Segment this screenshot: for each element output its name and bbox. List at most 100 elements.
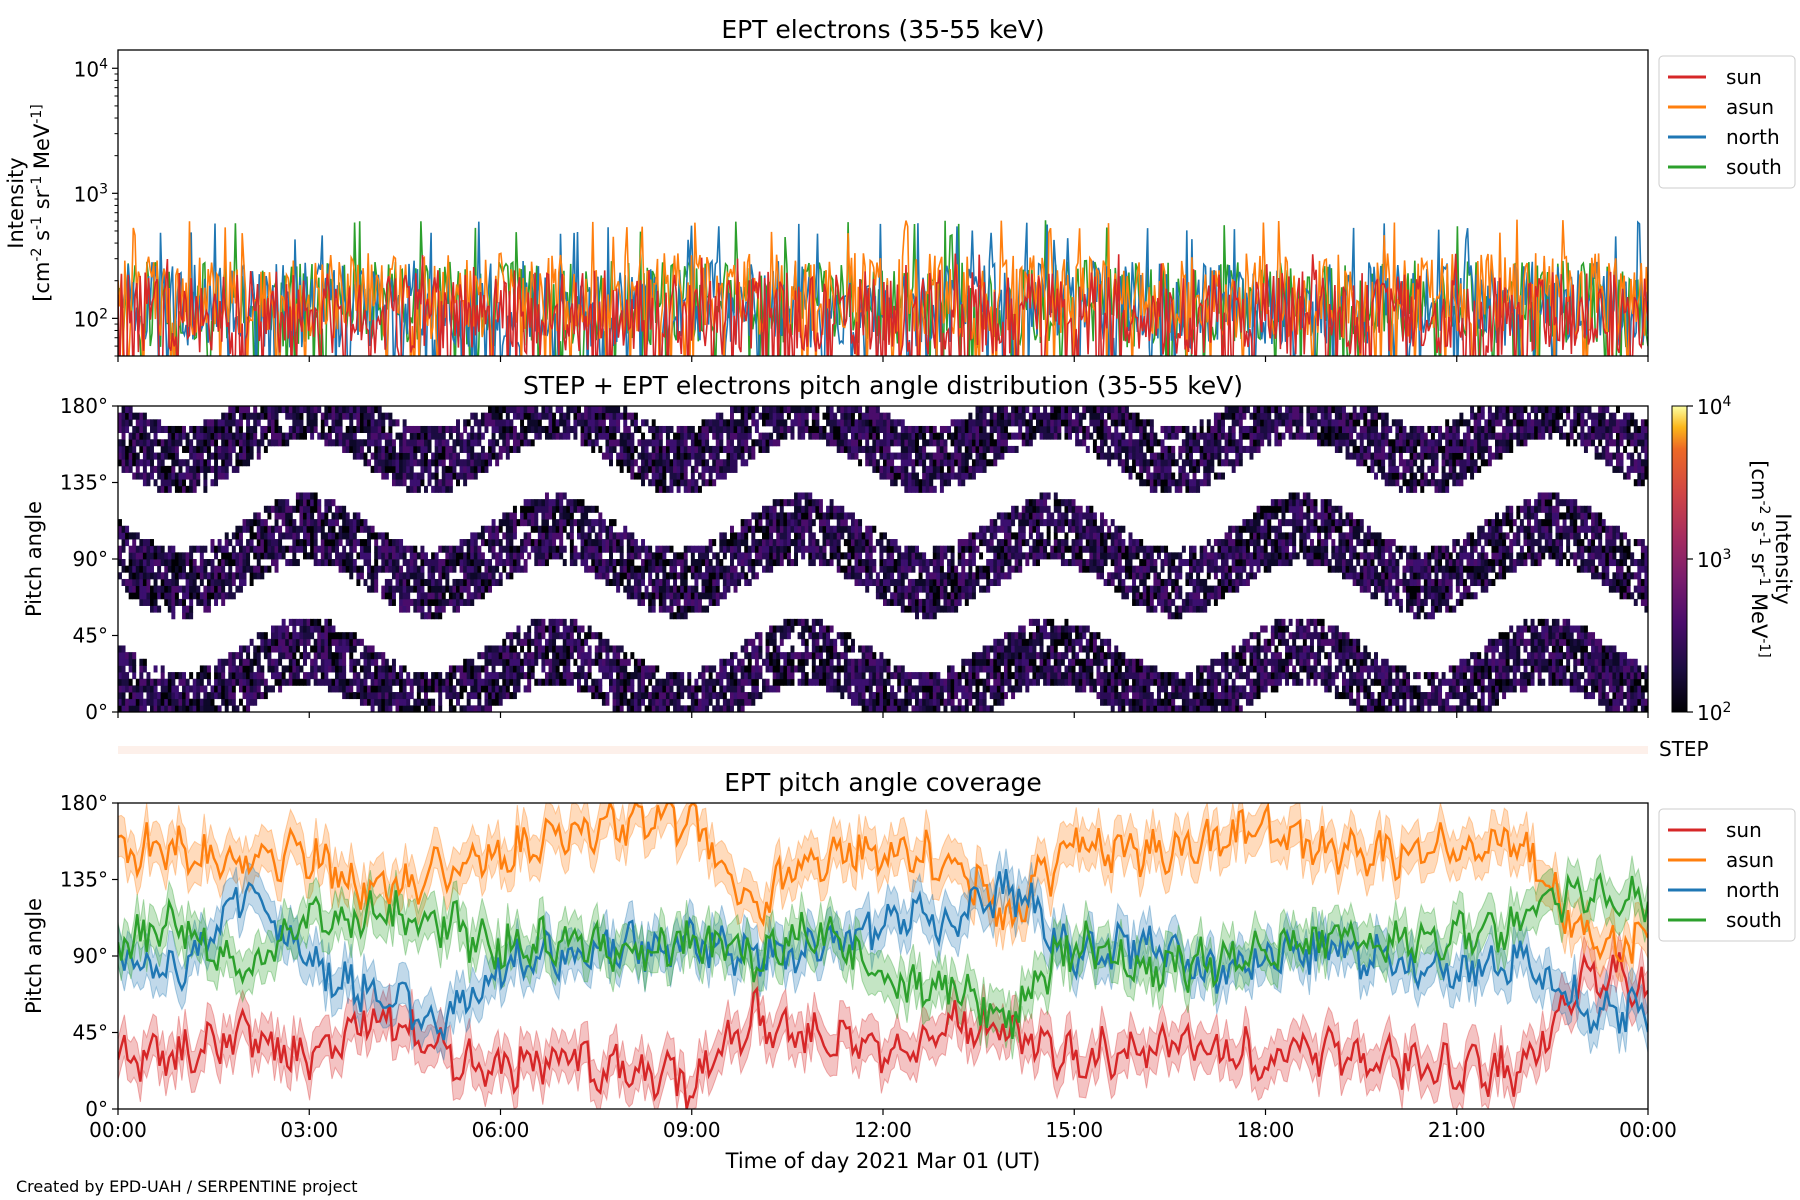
heatmap-cell — [861, 539, 866, 547]
heatmap-cell — [648, 672, 653, 680]
heatmap-cell — [352, 565, 357, 573]
heatmap-cell — [438, 705, 443, 712]
heatmap-cell — [235, 532, 240, 540]
heatmap-cell — [427, 685, 432, 693]
heatmap-cell — [598, 545, 603, 553]
heatmap-cell — [818, 652, 823, 660]
heatmap-cell — [516, 625, 521, 633]
heatmap-cell — [626, 412, 631, 420]
heatmap-cell — [402, 585, 407, 593]
heatmap-cell — [118, 419, 122, 427]
heatmap-cell — [153, 439, 158, 447]
heatmap-cell — [406, 439, 411, 447]
heatmap-cell — [391, 479, 396, 487]
heatmap-cell — [854, 406, 859, 414]
heatmap-cell — [303, 632, 307, 640]
heatmap-cell — [438, 479, 443, 487]
heatmap-cell — [512, 439, 517, 447]
heatmap-cell — [267, 412, 272, 420]
heatmap-cell — [505, 678, 510, 686]
heatmap-cell — [356, 539, 361, 547]
heatmap-cell — [324, 539, 329, 547]
heatmap-cell — [231, 552, 236, 560]
heatmap-cell — [633, 572, 638, 580]
heatmap-cell — [769, 439, 774, 447]
heatmap-cell — [651, 459, 656, 467]
heatmap-cell — [263, 565, 268, 573]
heatmap-cell — [541, 678, 546, 686]
heatmap-cell — [534, 645, 539, 653]
heatmap-cell — [288, 672, 293, 680]
heatmap-cell — [850, 698, 855, 706]
heatmap-cell — [655, 705, 660, 712]
heatmap-cell — [747, 692, 752, 700]
heatmap-cell — [815, 645, 820, 653]
heatmap-cell — [658, 585, 663, 593]
heatmap-cell — [655, 578, 660, 587]
heatmap-cell — [584, 559, 589, 567]
heatmap-cell — [833, 432, 838, 440]
heatmap-cell — [530, 499, 535, 507]
heatmap-cell — [783, 545, 788, 553]
heatmap-cell — [566, 432, 571, 440]
heatmap-cell — [317, 406, 322, 414]
heatmap-cell — [295, 539, 300, 547]
heatmap-cell — [829, 545, 834, 553]
heatmap-cell — [495, 425, 500, 434]
heatmap-cell — [174, 572, 179, 580]
heatmap-cell — [875, 572, 880, 580]
heatmap-cell — [199, 459, 204, 467]
heatmap-cell — [260, 665, 265, 673]
heatmap-cell — [178, 585, 183, 593]
heatmap-cell — [737, 532, 742, 540]
heatmap-cell — [690, 598, 695, 606]
heatmap-cell — [384, 439, 389, 447]
heatmap-cell — [182, 559, 187, 567]
heatmap-cell — [420, 572, 425, 580]
heatmap-cell — [633, 419, 638, 427]
heatmap-cell — [850, 645, 855, 653]
heatmap-cell — [413, 479, 418, 487]
heatmap-cell — [384, 539, 389, 547]
heatmap-cell — [893, 705, 898, 712]
heatmap-cell — [146, 452, 151, 460]
heatmap-cell — [132, 532, 137, 540]
heatmap-cell — [719, 672, 724, 680]
heatmap-cell — [463, 419, 468, 427]
heatmap-cell — [142, 439, 147, 447]
heatmap-cell — [569, 425, 574, 434]
heatmap-cell — [150, 419, 154, 427]
heatmap-cell — [491, 692, 496, 700]
heatmap-cell — [271, 419, 275, 427]
heatmap-cell — [192, 578, 197, 587]
heatmap-cell — [256, 539, 261, 547]
heatmap-cell — [548, 645, 553, 653]
heatmap-cell — [377, 465, 382, 473]
heatmap-cell — [744, 638, 749, 646]
heatmap-cell — [801, 658, 806, 666]
heatmap-cell — [772, 552, 777, 560]
heatmap-cell — [324, 406, 329, 414]
heatmap-cell — [182, 592, 187, 600]
heatmap-cell — [335, 406, 340, 414]
heatmap-cell — [399, 465, 404, 473]
heatmap-cell — [217, 465, 222, 473]
heatmap-cell — [235, 432, 240, 440]
heatmap-cell — [424, 698, 428, 706]
heatmap-cell — [256, 645, 261, 653]
heatmap-cell — [520, 425, 525, 434]
heatmap-cell — [804, 499, 809, 507]
heatmap-cell — [673, 559, 678, 567]
heatmap-cell — [466, 565, 471, 573]
heatmap-cell — [730, 412, 734, 420]
heatmap-cell — [498, 645, 503, 653]
heatmap-cell — [448, 452, 453, 460]
heatmap-cell — [555, 492, 560, 500]
heatmap-cell — [541, 665, 546, 673]
heatmap-cell — [730, 685, 734, 693]
heatmap-cell — [160, 685, 165, 693]
heatmap-cell — [552, 539, 557, 547]
heatmap-cell — [637, 672, 642, 680]
heatmap-cell — [203, 479, 208, 487]
heatmap-cell — [299, 492, 304, 500]
